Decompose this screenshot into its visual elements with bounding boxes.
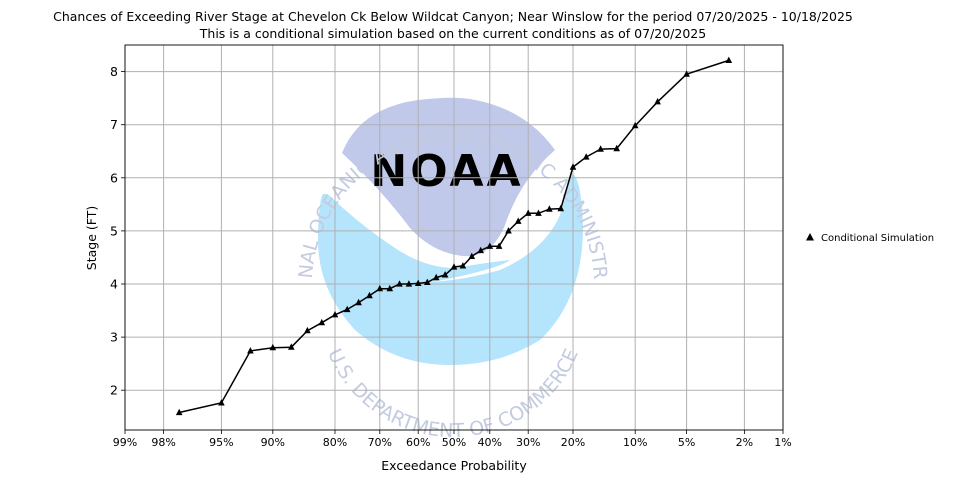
data-point (597, 145, 604, 152)
x-axis: 99% 98% 95% 90% 80% 70% 60% 50% 40% 30% 20% 10% 5% 2%… (113, 430, 792, 449)
x-tick-label: 80% (323, 436, 347, 449)
x-tick-label: 1% (774, 436, 791, 449)
y-tick-label: 7 (110, 117, 118, 132)
noaa-lower-shape (318, 172, 583, 365)
legend-label: Conditional Simulation (821, 233, 934, 244)
x-tick-label: 50% (442, 436, 466, 449)
data-point (175, 408, 183, 416)
x-tick-label: 90% (261, 436, 285, 449)
data-point (366, 291, 373, 299)
data-point (269, 343, 277, 351)
series-conditional-simulation (175, 56, 733, 416)
data-point (631, 121, 639, 129)
data-point (288, 343, 295, 350)
data-point (355, 298, 362, 306)
x-tick-label: 10% (623, 436, 647, 449)
data-point (557, 204, 565, 212)
data-point (477, 246, 484, 254)
chart-title: Chances of Exceeding River Stage at Chev… (53, 9, 853, 24)
data-point (441, 271, 449, 278)
legend: Conditional Simulation (806, 233, 934, 244)
data-point (424, 278, 431, 285)
data-point (414, 279, 422, 286)
data-point (450, 263, 458, 270)
noaa-logo-letters: NOAA (370, 146, 523, 197)
x-tick-label: 2% (736, 436, 753, 449)
x-tick-label: 95% (209, 436, 233, 449)
data-point (725, 56, 733, 63)
data-point (318, 318, 326, 326)
y-tick-label: 6 (110, 170, 118, 185)
legend-marker (806, 233, 814, 241)
y-tick-label: 5 (110, 223, 118, 238)
data-point (514, 217, 522, 224)
data-point (468, 252, 476, 259)
data-point (247, 347, 254, 354)
data-point (546, 205, 553, 212)
chart-subtitle: This is a conditional simulation based o… (199, 26, 706, 41)
y-tick-label: 2 (110, 383, 118, 398)
data-point (535, 209, 542, 216)
data-point (432, 273, 440, 281)
data-point (683, 70, 690, 77)
data-point (376, 284, 384, 292)
data-point (495, 242, 503, 249)
y-tick-label: 3 (110, 330, 118, 345)
data-point (386, 284, 394, 292)
x-tick-label: 70% (368, 436, 392, 449)
y-axis: 2 3 4 5 6 7 8 (110, 64, 125, 398)
x-tick-label: 30% (516, 436, 540, 449)
data-point (343, 305, 351, 313)
data-point (331, 311, 339, 318)
x-tick-label: 98% (151, 436, 175, 449)
data-point (396, 280, 403, 287)
data-point (405, 280, 413, 287)
data-point (459, 262, 467, 269)
grid (124, 45, 784, 430)
data-point (569, 163, 577, 170)
data-point (582, 153, 590, 160)
x-tick-label: 40% (478, 436, 502, 449)
data-point (304, 326, 311, 334)
noaa-upper-shape (342, 97, 555, 257)
data-point (505, 227, 512, 234)
x-axis-label: Exceedance Probability (381, 458, 527, 473)
y-tick-label: 8 (110, 64, 118, 79)
x-tick-label: 60% (406, 436, 430, 449)
x-tick-label: 99% (113, 436, 137, 449)
x-tick-label: 20% (561, 436, 585, 449)
x-tick-label: 5% (678, 436, 695, 449)
y-axis-label: Stage (FT) (84, 206, 99, 270)
data-point (486, 242, 494, 249)
data-point (524, 209, 532, 216)
data-point (218, 399, 225, 406)
y-tick-label: 4 (110, 277, 118, 292)
data-point (654, 98, 661, 105)
data-point (613, 144, 620, 152)
